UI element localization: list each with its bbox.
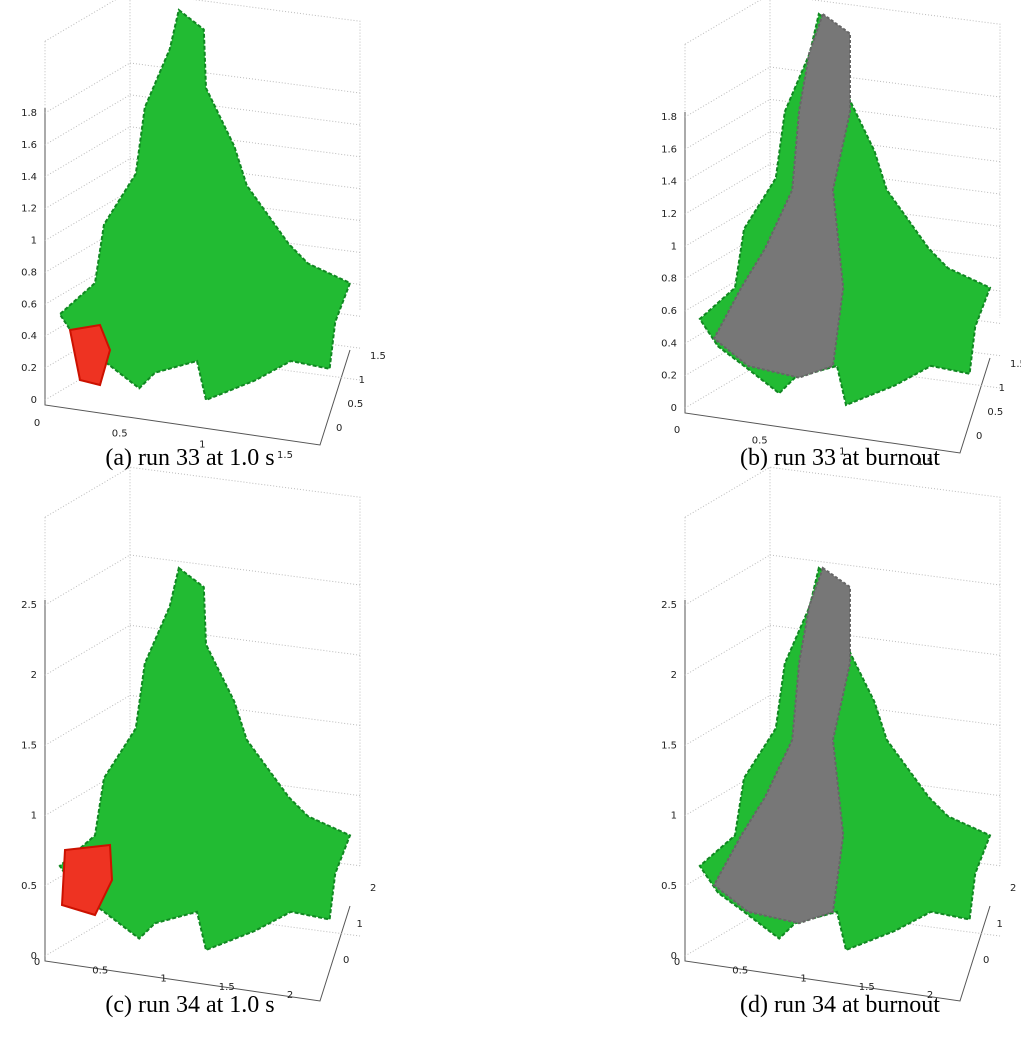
x-tick-label: 0.5 (92, 965, 108, 976)
caption: (b) run 33 at burnout (740, 445, 940, 471)
x-tick-label: 1 (160, 974, 166, 985)
x-tick-label: 1 (199, 439, 205, 450)
z-tick-label: 0 (671, 951, 677, 962)
z-tick-label: 0.8 (21, 267, 37, 278)
z-tick-label: 1 (31, 811, 37, 822)
z-tick-label: 1.5 (21, 740, 37, 751)
grid-line (44, 554, 131, 606)
z-tick-label: 1.2 (21, 204, 37, 215)
y-tick-label: 1 (359, 375, 365, 386)
y-tick-label: 0.5 (347, 399, 363, 410)
axis-box (44, 0, 361, 400)
caption: (d) run 34 at burnout (740, 992, 940, 1018)
grid-line (684, 98, 771, 150)
z-tick-label: 0.4 (21, 331, 37, 342)
x-tick-label: 1.5 (219, 982, 235, 993)
z-tick-label: 1 (671, 241, 677, 252)
grid-line (684, 624, 771, 676)
grid-line (44, 62, 131, 114)
z-tick-label: 1.4 (21, 172, 37, 183)
tree-burnt (712, 12, 851, 379)
y-tick-label: 0 (983, 955, 989, 966)
grid-line (129, 554, 361, 586)
tree-green (58, 566, 352, 952)
x-tick-label: 0 (674, 957, 680, 968)
tree-burnt (712, 566, 851, 925)
grid-line (684, 131, 771, 183)
grid-line (684, 554, 771, 606)
z-tick-label: 1.5 (661, 740, 677, 751)
panel: 0 0.2 0.4 0.6 0.8 1 1.2 1.4 1.6 1.8 0 0.5 1 1.5 0 0.5 1 1… (21, 0, 386, 471)
y-tick-label: 0.5 (987, 407, 1003, 418)
z-tick-label: 2.5 (21, 600, 37, 611)
z-tick-label: 1.6 (661, 144, 677, 155)
z-tick-label: 0.5 (21, 881, 37, 892)
grid-line (684, 66, 771, 118)
y-tick-label: 1 (999, 383, 1005, 394)
grid-line (44, 158, 131, 210)
fire-front (60, 843, 114, 917)
x-tick-label: 0.5 (112, 429, 128, 440)
x-tick-label: 0.5 (752, 436, 768, 447)
tree-green (58, 8, 352, 402)
caption: (a) run 33 at 1.0 s (105, 445, 274, 471)
grid-line (769, 554, 1001, 586)
grid-line (44, 126, 131, 178)
x-tick-label: 0.5 (732, 965, 748, 976)
y-tick-label: 0 (343, 955, 349, 966)
grid-line (44, 94, 131, 146)
z-tick-label: 1.2 (661, 209, 677, 220)
x-tick-label: 1.5 (917, 457, 933, 468)
z-tick-label: 2.5 (661, 600, 677, 611)
y-tick-label: 1.5 (1010, 359, 1021, 370)
caption: (c) run 34 at 1.0 s (105, 992, 274, 1018)
z-tick-label: 0.2 (661, 371, 677, 382)
x-tick-label: 2 (287, 990, 293, 1001)
z-tick-label: 0.6 (661, 306, 677, 317)
x-tick-label: 1 (800, 974, 806, 985)
y-tick-label: 2 (1010, 883, 1016, 894)
y-tick-label: 1.5 (370, 351, 386, 362)
y-tick-label: 1 (997, 919, 1003, 930)
z-tick-label: 0.5 (661, 881, 677, 892)
x-tick-label: 1 (839, 446, 845, 457)
z-tick-label: 1.4 (661, 177, 677, 188)
axis-lines (684, 600, 991, 1002)
x-tick-label: 1.5 (859, 982, 875, 993)
z-tick-label: 0 (671, 403, 677, 414)
fire-front (68, 323, 112, 387)
grid-line (44, 694, 131, 746)
x-tick-label: 1.5 (277, 450, 293, 461)
x-tick-label: 0 (34, 957, 40, 968)
z-tick-label: 0.4 (661, 338, 677, 349)
z-tick-label: 1 (671, 811, 677, 822)
z-tick-label: 1.8 (21, 108, 37, 119)
x-tick-label: 0 (674, 425, 680, 436)
y-tick-label: 0 (336, 423, 342, 434)
grid-line (684, 694, 771, 746)
axis-lines (684, 112, 991, 454)
panel: 0 0.2 0.4 0.6 0.8 1 1.2 1.4 1.6 1.8 0 0.5 1 1.5 0 0.5 1 1… (661, 0, 1021, 471)
z-tick-label: 2 (671, 670, 677, 681)
z-tick-label: 1.6 (21, 140, 37, 151)
z-tick-label: 1.8 (661, 112, 677, 123)
x-tick-label: 0 (34, 418, 40, 429)
z-tick-label: 0 (31, 395, 37, 406)
axis-lines (44, 600, 351, 1002)
z-tick-label: 0.2 (21, 363, 37, 374)
z-tick-label: 0 (31, 951, 37, 962)
z-tick-label: 0.6 (21, 299, 37, 310)
y-tick-label: 1 (357, 919, 363, 930)
grid-line (44, 624, 131, 676)
z-tick-label: 1 (31, 236, 37, 247)
axis-lines (44, 108, 351, 446)
y-tick-label: 2 (370, 883, 376, 894)
panel: 0 0.5 1 1.5 2 2.5 0 0.5 1 1.5 2 0 1 2 (c) run 34 at 1.… (21, 466, 376, 1018)
x-tick-label: 2 (927, 990, 933, 1001)
y-tick-label: 0 (976, 431, 982, 442)
z-tick-label: 2 (31, 670, 37, 681)
z-tick-label: 0.8 (661, 274, 677, 285)
